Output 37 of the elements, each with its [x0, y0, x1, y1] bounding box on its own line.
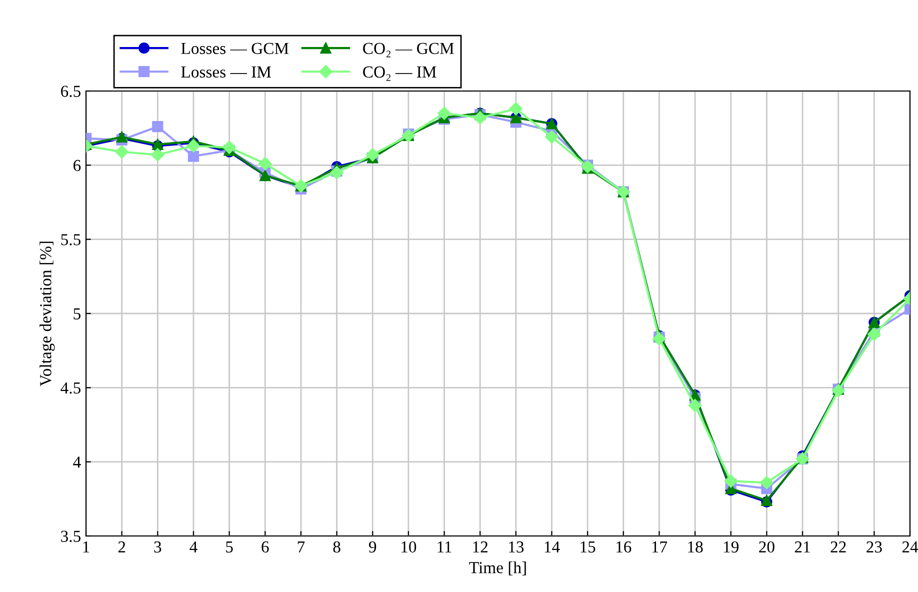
- x-tick-label: 9: [368, 541, 376, 553]
- x-tick-label: 11: [438, 541, 452, 552]
- x-tick-label: 3: [154, 541, 162, 553]
- x-tick-label: 24: [902, 541, 918, 552]
- x-tick-label: 6: [262, 541, 269, 553]
- x-tick-label: 14: [544, 541, 560, 552]
- x-tick-label: 10: [402, 541, 416, 553]
- x-tick-label: 12: [473, 541, 488, 552]
- x-tick-label: 20: [759, 541, 774, 553]
- y-tick-label: 5.5: [61, 234, 80, 246]
- legend-label: CO₂ — GCM: [363, 42, 454, 58]
- y-tick-label: 6.5: [61, 86, 80, 98]
- y-tick-label: 3.5: [61, 530, 80, 542]
- x-tick-label: 4: [190, 541, 198, 552]
- x-tick-label: 7: [298, 542, 305, 552]
- x-axis-title: Time [h]: [469, 562, 526, 576]
- x-tick-label: 17: [652, 541, 668, 552]
- x-tick-label: 21: [794, 541, 810, 552]
- x-tick-label: 13: [509, 541, 524, 553]
- legend-label: Losses — IM: [181, 66, 271, 78]
- y-tick-label: 5: [74, 308, 80, 320]
- x-tick-label: 15: [580, 541, 596, 553]
- legend-label: Losses — GCM: [181, 42, 289, 54]
- x-tick-label: 5: [226, 542, 233, 553]
- x-tick-label: 1: [83, 541, 90, 552]
- y-tick-label: 4.5: [60, 382, 80, 394]
- x-tick-label: 23: [866, 541, 882, 553]
- x-tick-label: 22: [830, 541, 846, 552]
- x-tick-label: 8: [333, 541, 340, 553]
- y-tick-label: 6: [74, 160, 81, 172]
- x-tick-label: 19: [724, 541, 739, 553]
- x-tick-label: 18: [688, 541, 703, 553]
- x-tick-label: 2: [118, 541, 126, 552]
- y-axis-title: Voltage deviation [%]: [40, 242, 55, 386]
- y-tick-label: 4: [73, 456, 81, 468]
- x-tick-label: 16: [616, 541, 632, 553]
- legend-label: CO₂ — IM: [363, 66, 436, 81]
